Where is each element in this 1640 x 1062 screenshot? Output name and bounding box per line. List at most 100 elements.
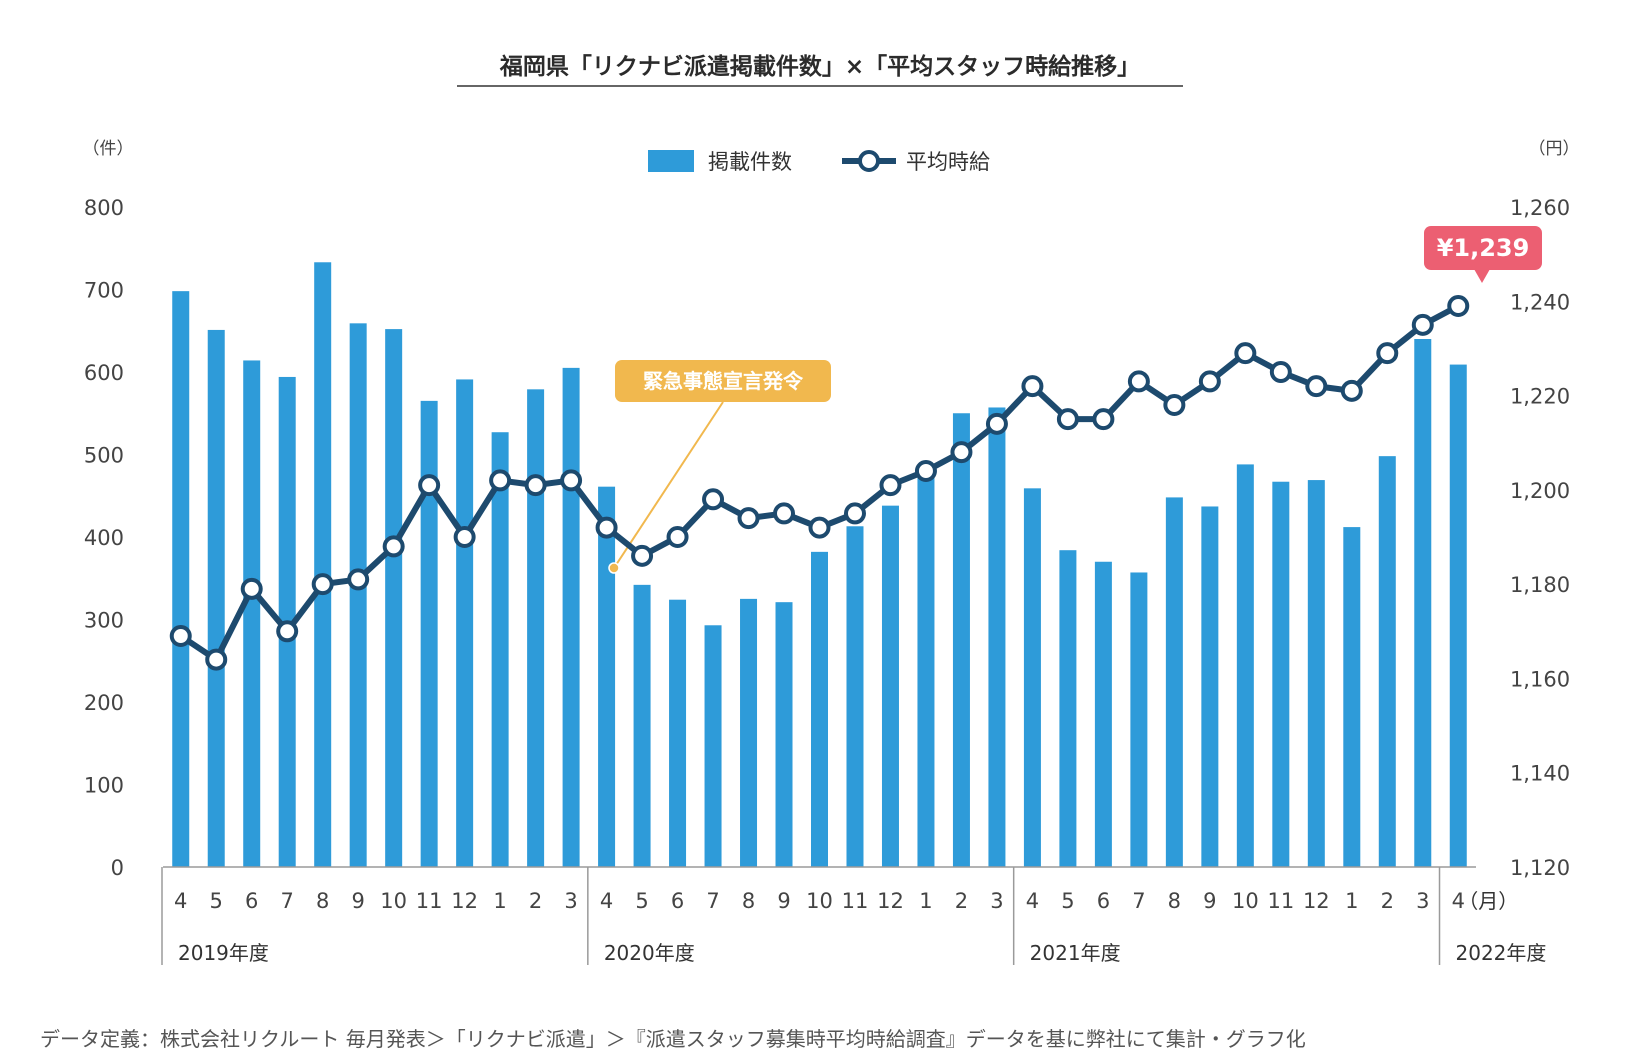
line-point bbox=[773, 502, 796, 525]
bar bbox=[172, 291, 190, 867]
bar bbox=[775, 602, 793, 867]
line-point bbox=[702, 488, 725, 511]
right-tick-label: 1,160 bbox=[1510, 667, 1570, 691]
annotation-anchor-dot bbox=[608, 562, 620, 574]
legend-bar-swatch bbox=[648, 150, 694, 172]
left-tick-label: 200 bbox=[84, 691, 124, 715]
right-tick-label: 1,180 bbox=[1510, 573, 1570, 597]
annotation-leader-line bbox=[613, 401, 724, 569]
emergency-annotation: 緊急事態宣言発令 bbox=[608, 360, 831, 574]
left-axis: 0 100 200 300 400 500 600 700 800 bbox=[84, 196, 124, 880]
bar bbox=[1307, 480, 1325, 867]
line-point bbox=[240, 577, 263, 600]
x-tick-label: 4 bbox=[600, 889, 613, 913]
left-tick-label: 600 bbox=[84, 361, 124, 385]
x-axis-unit: （月） bbox=[1458, 889, 1518, 913]
x-tick-label: 2 bbox=[529, 889, 542, 913]
bar bbox=[1378, 456, 1396, 867]
x-tick-label: 10 bbox=[1232, 889, 1259, 913]
x-tick-label: 8 bbox=[742, 889, 755, 913]
x-tick-label: 2 bbox=[955, 889, 968, 913]
bar bbox=[1449, 364, 1467, 867]
x-tick-label: 11 bbox=[416, 889, 443, 913]
x-tick-label: 4 bbox=[174, 889, 187, 913]
left-tick-label: 800 bbox=[84, 196, 124, 220]
x-tick-label: 8 bbox=[1168, 889, 1181, 913]
x-tick-label: 4 bbox=[1026, 889, 1039, 913]
x-tick-label: 11 bbox=[1267, 889, 1294, 913]
x-tick-label: 10 bbox=[806, 889, 833, 913]
line-point bbox=[205, 648, 228, 671]
bar bbox=[1201, 506, 1219, 867]
line-point bbox=[843, 502, 866, 525]
x-tick-label: 1 bbox=[1345, 889, 1358, 913]
right-tick-label: 1,200 bbox=[1510, 479, 1570, 503]
left-tick-label: 400 bbox=[84, 526, 124, 550]
bar bbox=[207, 329, 225, 867]
bar bbox=[952, 413, 970, 867]
x-tick-label: 3 bbox=[990, 889, 1003, 913]
annotation-text: 緊急事態宣言発令 bbox=[643, 369, 804, 393]
annotation-box bbox=[615, 360, 831, 402]
bar bbox=[243, 360, 261, 867]
x-tick-label: 3 bbox=[564, 889, 577, 913]
x-tick-label: 2 bbox=[1381, 889, 1394, 913]
line-point bbox=[311, 573, 334, 596]
bar bbox=[385, 329, 403, 868]
right-tick-label: 1,240 bbox=[1510, 290, 1570, 314]
bar bbox=[846, 526, 864, 867]
line-point bbox=[1234, 342, 1257, 365]
line-point bbox=[1092, 408, 1115, 431]
right-tick-label: 1,120 bbox=[1510, 856, 1570, 880]
x-tick-label: 1 bbox=[493, 889, 506, 913]
x-tick-label: 8 bbox=[316, 889, 329, 913]
line-point bbox=[524, 474, 547, 497]
line-point bbox=[347, 568, 370, 591]
x-tick-label: 12 bbox=[1303, 889, 1330, 913]
bar bbox=[420, 400, 438, 867]
x-tick-label: 6 bbox=[671, 889, 684, 913]
line-point bbox=[1056, 408, 1079, 431]
callout-text: ¥1,239 bbox=[1437, 234, 1530, 262]
line-point bbox=[453, 526, 476, 548]
line-point bbox=[914, 460, 937, 482]
bar bbox=[740, 598, 758, 867]
x-axis: 4 5 6 7 8 9 10 11 12 1 2 3 4 5 6 7 8 9 10 11 12 1 2 3 4 5 6 7 8 9 10 11… bbox=[161, 866, 1546, 965]
line-point bbox=[1127, 370, 1150, 393]
legend-line-label: 平均時給 bbox=[906, 150, 990, 174]
bar bbox=[881, 505, 899, 867]
bar bbox=[349, 323, 367, 867]
bar bbox=[314, 262, 332, 867]
bar bbox=[811, 551, 828, 867]
bar-series bbox=[172, 262, 1467, 868]
left-tick-label: 300 bbox=[84, 609, 124, 633]
x-tick-label: 9 bbox=[1203, 889, 1216, 913]
line-point bbox=[169, 625, 192, 647]
x-tick-label: 10 bbox=[380, 889, 407, 913]
line-point bbox=[1376, 342, 1399, 365]
line-point bbox=[985, 412, 1008, 435]
line-point bbox=[489, 469, 512, 492]
fiscal-year-label: 2021年度 bbox=[1030, 941, 1121, 965]
line-point bbox=[418, 474, 441, 497]
bar bbox=[1414, 339, 1432, 867]
x-tick-label: 12 bbox=[877, 889, 904, 913]
last-value-callout: ¥1,239 bbox=[1424, 226, 1542, 283]
line-point bbox=[1198, 370, 1221, 393]
legend-bar-label: 掲載件数 bbox=[708, 150, 792, 174]
left-tick-label: 700 bbox=[84, 279, 124, 303]
x-tick-label: 7 bbox=[706, 889, 719, 913]
footnote: データ定義：株式会社リクルート 毎月発表＞「リクナビ派遣」＞『派遣スタッフ募集時… bbox=[40, 1027, 1306, 1051]
bar bbox=[704, 625, 722, 867]
line-point bbox=[276, 620, 299, 643]
line-point bbox=[879, 474, 902, 497]
fiscal-year-label: 2019年度 bbox=[178, 941, 269, 965]
left-tick-label: 100 bbox=[84, 774, 124, 798]
bar bbox=[669, 599, 687, 867]
bar bbox=[988, 407, 1006, 867]
line-point bbox=[382, 535, 405, 558]
line-series bbox=[169, 295, 1470, 671]
bar bbox=[633, 584, 651, 867]
left-tick-label: 0 bbox=[111, 856, 124, 880]
right-axis-unit: （円） bbox=[1529, 139, 1580, 159]
